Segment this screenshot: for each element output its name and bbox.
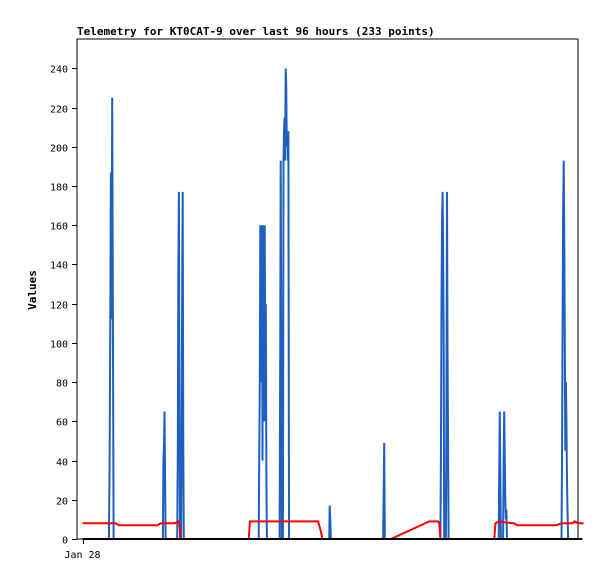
y-tick-label-180: 180 xyxy=(50,183,68,194)
y-axis-label: Values xyxy=(26,270,39,310)
y-tick-label-20: 20 xyxy=(56,497,68,508)
y-tick-label-160: 160 xyxy=(50,222,68,233)
y-tick-label-140: 140 xyxy=(50,261,68,272)
y-tick-label-40: 40 xyxy=(56,458,68,469)
y-tick-label-220: 220 xyxy=(50,105,68,116)
x-tick-label-0: Jan 28 xyxy=(64,550,100,561)
y-tick-label-200: 200 xyxy=(50,144,68,155)
y-tick-label-60: 60 xyxy=(56,418,68,429)
y-tick-label-80: 80 xyxy=(56,379,68,390)
plot-area: 0 20 40 60 80 100 120 140 160 180 200 220 240 Jan 28 xyxy=(50,38,584,561)
y-tick-label-120: 120 xyxy=(50,301,68,312)
chart-title: Telemetry for KT0CAT-9 over last 96 hour… xyxy=(77,25,435,38)
plot-frame xyxy=(76,38,579,540)
y-tick-label-100: 100 xyxy=(50,340,68,351)
series-line-0 xyxy=(82,68,578,540)
y-tick-label-0: 0 xyxy=(62,536,68,547)
y-tick-label-240: 240 xyxy=(50,65,68,76)
series-line-1 xyxy=(82,520,584,540)
